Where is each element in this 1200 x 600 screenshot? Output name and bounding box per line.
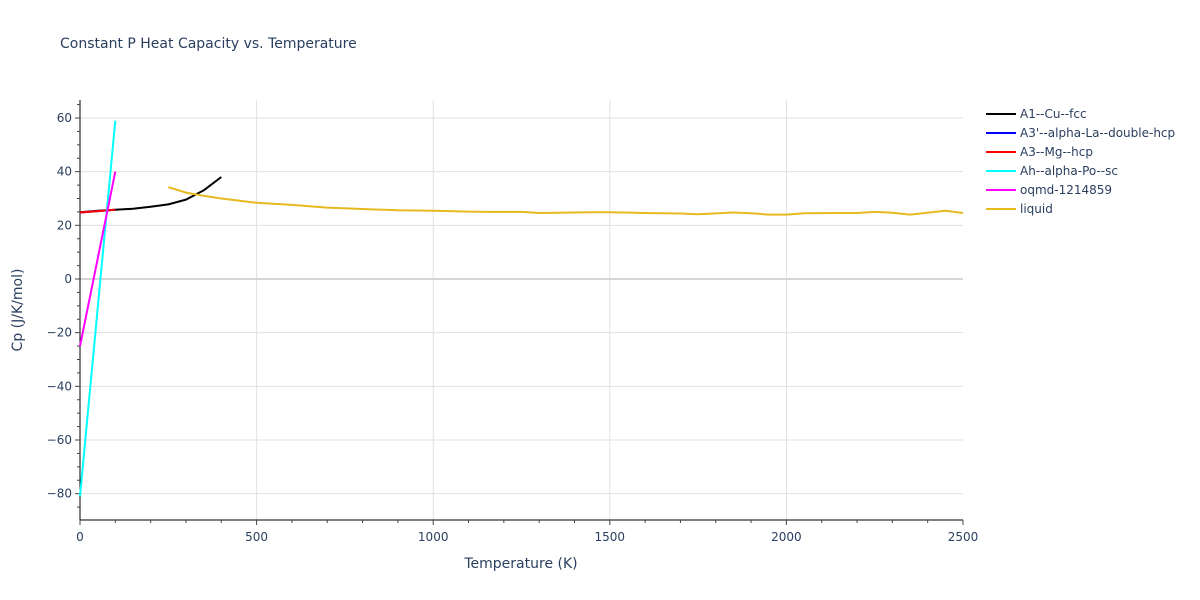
- legend-label: Ah--alpha-Po--sc: [1020, 164, 1118, 178]
- trace-ah-alpha-po-sc[interactable]: [79, 120, 117, 497]
- legend-label: A3--Mg--hcp: [1020, 145, 1093, 159]
- legend[interactable]: A1--Cu--fcc A3'--alpha-La--double-hcp A3--…: [986, 107, 1175, 216]
- legend-item[interactable]: A3--Mg--hcp: [986, 145, 1093, 159]
- legend-label: A3'--alpha-La--double-hcp: [1020, 126, 1175, 140]
- x-tick-label: 1500: [595, 530, 626, 544]
- data-traces: [79, 120, 964, 497]
- gridlines: [80, 100, 963, 520]
- y-tick-label: 0: [64, 272, 72, 286]
- legend-item[interactable]: liquid: [986, 202, 1053, 216]
- legend-label: A1--Cu--fcc: [1020, 107, 1087, 121]
- y-tick-label: −80: [47, 487, 72, 501]
- y-tick-label: 20: [57, 218, 72, 232]
- trace-liquid[interactable]: [168, 186, 964, 216]
- x-tick-label: 0: [76, 530, 84, 544]
- trace-a3-mg-hcp[interactable]: [79, 208, 116, 214]
- y-tick-label: −40: [47, 379, 72, 393]
- legend-label: liquid: [1020, 202, 1053, 216]
- y-tick-label: 40: [57, 165, 72, 179]
- x-axis-title: Temperature (K): [463, 556, 577, 572]
- y-tick-label: −20: [47, 326, 72, 340]
- axes: 0 500 1000 1500 2000 2500 −80 −60 −40 −20 0 20 40 60: [47, 100, 979, 544]
- legend-item[interactable]: oqmd-1214859: [986, 183, 1112, 197]
- legend-label: oqmd-1214859: [1020, 183, 1112, 197]
- legend-item[interactable]: A3'--alpha-La--double-hcp: [986, 126, 1175, 140]
- legend-item[interactable]: A1--Cu--fcc: [986, 107, 1087, 121]
- chart-title: Constant P Heat Capacity vs. Temperature: [60, 36, 357, 52]
- x-tick-label: 500: [245, 530, 268, 544]
- legend-item[interactable]: Ah--alpha-Po--sc: [986, 164, 1118, 178]
- y-tick-label: −60: [47, 433, 72, 447]
- y-tick-label: 60: [57, 111, 72, 125]
- y-axis-title: Cp (J/K/mol): [10, 269, 26, 352]
- trace-oqmd-1214859[interactable]: [79, 171, 117, 347]
- x-tick-label: 2500: [948, 530, 979, 544]
- x-tick-label: 2000: [771, 530, 802, 544]
- x-tick-label: 1000: [418, 530, 449, 544]
